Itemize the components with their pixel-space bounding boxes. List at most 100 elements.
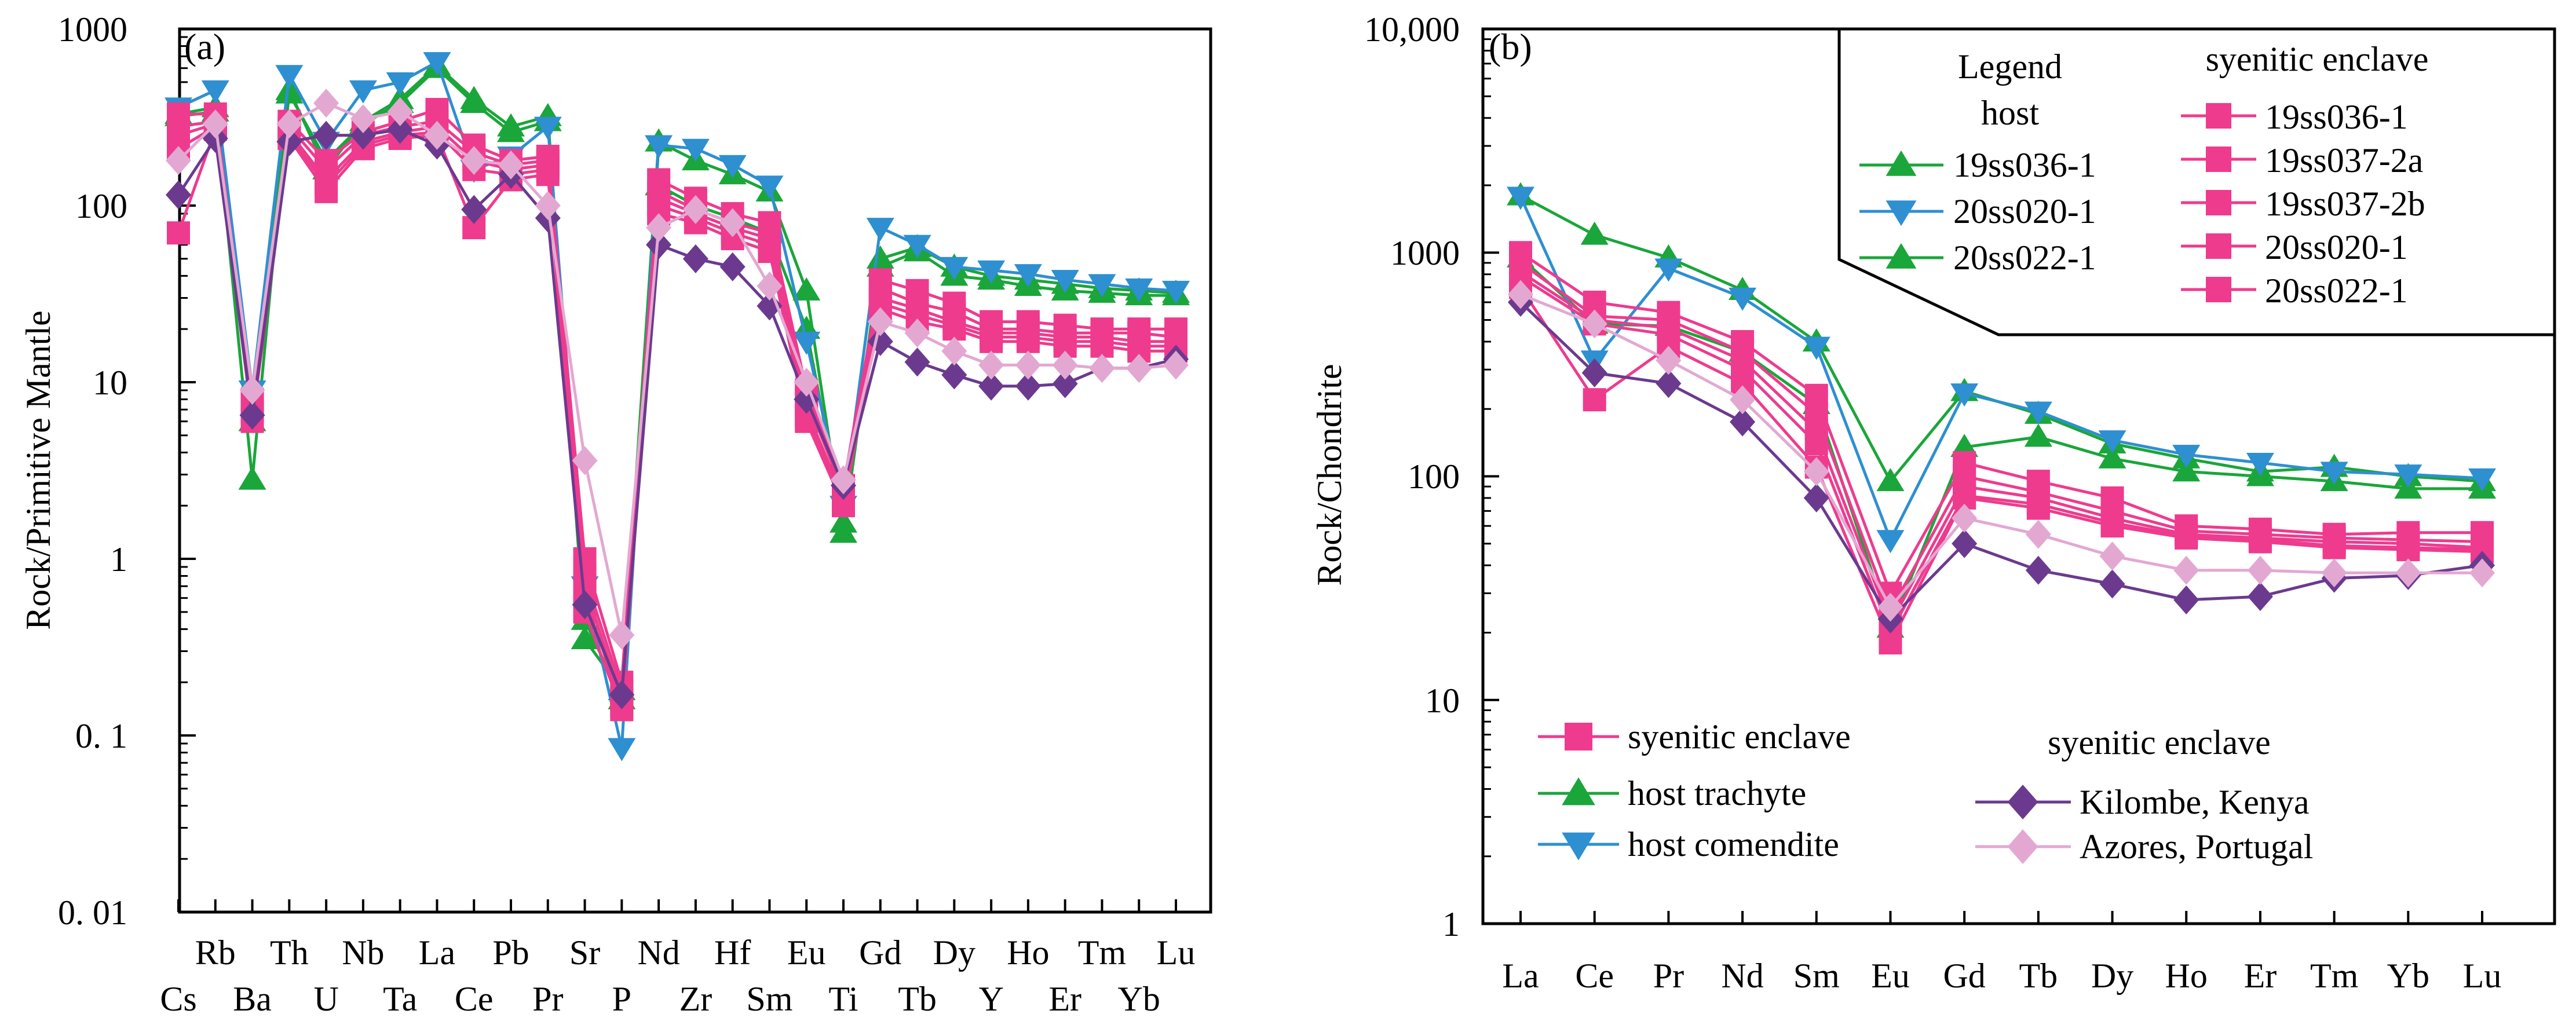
lower-legend-marker (1562, 777, 1595, 806)
panel-a-data-point (794, 368, 820, 397)
panel-b-ytick: 1000 (1390, 234, 1460, 272)
lower-legend-reference-heading: syenitic enclave (2048, 723, 2271, 762)
panel-a-data-point (940, 257, 969, 280)
panel-a-data-point (535, 191, 561, 220)
panel-b-data-point (2099, 541, 2125, 571)
panel-a-x-tick-label: U (313, 980, 338, 1018)
panel-a-ytick: 100 (75, 187, 127, 225)
legend-box-symbols (1859, 103, 2256, 302)
panel-b-data-point (1581, 309, 1607, 339)
panel-a-x-tick-label: Rb (195, 934, 236, 972)
panel-b-series-kilombe (1508, 287, 2495, 634)
panel-b-data-point (1876, 468, 1905, 492)
lower-legend-enclave-label: syenitic enclave (1628, 718, 1851, 756)
panel-b-data-point (2173, 585, 2199, 615)
panel-b-series-line (1519, 301, 2483, 621)
panel-a-data-point (1163, 350, 1189, 380)
panel-a-data-point (497, 119, 525, 142)
legend-enclave-marker (2206, 103, 2231, 129)
panel-b-x-tick-label: Ce (1575, 957, 1614, 995)
panel-b-series-enclave (1509, 265, 2494, 645)
panel-a-data-point (571, 626, 599, 650)
panel-a-x-tick-label: Pr (532, 980, 563, 1018)
panel-a-x-tick-label: Sr (569, 934, 600, 972)
panel-a-data-point (980, 330, 1003, 353)
panel-b-lower-legend: syenitic enclave host trachyte host come… (1538, 718, 2313, 866)
panel-b-label: (b) (1489, 26, 1532, 67)
lower-legend-marker (2007, 829, 2038, 864)
panel-a-data-point (792, 277, 821, 301)
panel-a-data-point (941, 360, 967, 390)
legend-host-item-label: 20ss022-1 (1953, 239, 2096, 277)
panel-a-data-point (536, 163, 560, 186)
panel-b-data-point (2098, 445, 2126, 468)
panel-b-data-point (1879, 631, 1902, 655)
panel-a-data-point (1052, 369, 1078, 398)
panel-b-x-tick-labels: La Ce Pr Nd Sm Eu Gd Tb Dy Ho Er Tm Yb Lu (1502, 957, 2501, 995)
panel-b-data-point (2246, 453, 2274, 477)
panel-a-data-point (1126, 353, 1152, 383)
panel-b-data-point (1656, 369, 1682, 398)
legend-host-marker (1886, 150, 1917, 176)
panel-a-data-point (904, 318, 930, 347)
lower-legend-comendite-label: host comendite (1628, 825, 1839, 863)
panel-a-x-tick-label: Tb (898, 980, 937, 1018)
panel-b-data-point (2469, 558, 2495, 588)
panel-a-x-tick-label: P (612, 980, 631, 1018)
panel-b-data-point (1654, 258, 1683, 282)
panel-a-data-point (941, 336, 967, 366)
panel-b-x-tick-label: Lu (2463, 957, 2502, 995)
panel-b-data-point (1581, 358, 1607, 387)
panel-a-data-point (1014, 264, 1042, 288)
panel-b-data-point (2321, 558, 2347, 588)
panel-a-data-point (350, 104, 376, 134)
panel-a-data-point (572, 446, 598, 475)
panel-a-series-line (177, 127, 1176, 697)
legend-enclave-heading: syenitic enclave (2206, 40, 2429, 78)
panel-a-x-tick-label: Dy (933, 934, 975, 972)
panel-a-data-point (758, 240, 781, 263)
panel-a-data-point (682, 195, 708, 224)
panel-a-data-point (275, 65, 304, 89)
panel-b-data-point (2394, 464, 2422, 488)
panel-a-data-point (792, 331, 821, 355)
lower-legend-kilombe-label: Kilombe, Kenya (2080, 783, 2310, 821)
legend-title: Legend (1958, 47, 2062, 86)
panel-a-data-point (238, 466, 266, 490)
panel-b-x-tick-label: Er (2244, 957, 2277, 995)
panel-a-data-point (757, 272, 783, 301)
panel-a-data-point (166, 180, 191, 210)
panel-a-data-point (201, 80, 229, 104)
panel-a-data-point (534, 116, 562, 140)
panel-a-data-point (755, 175, 784, 199)
panel-a-data-point (866, 218, 894, 241)
panel-a-data-point (681, 138, 710, 162)
panel-b-data-point (1729, 287, 1757, 311)
panel-a-data-point (1052, 350, 1078, 380)
panel-b-x-tick-label: Ho (2165, 957, 2208, 995)
panel-b-x-tick-label: Sm (1793, 957, 1840, 995)
legend-host-marker (1886, 243, 1917, 269)
panel-b-data-point (1950, 383, 1979, 407)
panel-a-ytick: 0. 1 (75, 717, 127, 755)
panel-b-series-line (1519, 257, 2482, 629)
panel-a-data-point (460, 90, 488, 114)
panel-a-x-tick-label: Eu (787, 934, 826, 972)
panel-a-x-tick-label: Y (978, 980, 1003, 1018)
panel-a-data-point (387, 97, 413, 126)
panel-a-x-tick-label: Lu (1157, 934, 1196, 972)
legend-host-items: 19ss036-1 20ss020-1 20ss022-1 (1953, 146, 2096, 277)
panel-a-x-tick-label: Hf (714, 934, 751, 972)
panel-a-data-point (609, 680, 635, 709)
panel-a-data-point (423, 52, 451, 76)
legend-enclave-item-label: 19ss037-2a (2265, 141, 2423, 180)
panel-b-series-line (1519, 261, 2483, 613)
panel-b-x-tick-label: Yb (2387, 957, 2429, 995)
panel-a-data-point (866, 245, 894, 269)
panel-a-x-tick-label: Nb (342, 934, 384, 972)
panel-a-data-point (646, 213, 672, 243)
panel-b-data-point (2173, 555, 2199, 585)
panel-a-data-point (1051, 270, 1079, 294)
panel-a-data-point (646, 230, 672, 259)
